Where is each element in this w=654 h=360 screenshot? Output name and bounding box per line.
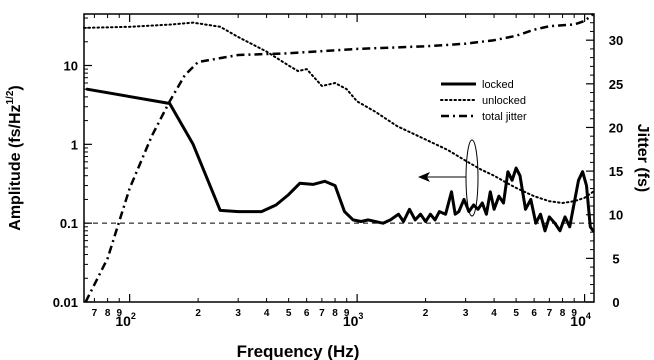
y-right-tick-label: 15 — [609, 164, 623, 179]
annotation-ellipse — [465, 139, 479, 217]
right-axis-ticks: 0 5 10 15 20 25 30 — [586, 22, 623, 310]
x-major-tick-label: 102 — [115, 311, 136, 329]
y-right-tick-label: 10 — [609, 208, 623, 223]
x-minor-tick-label: 2 — [195, 308, 201, 319]
series-line-total-jitter — [84, 13, 594, 303]
left-axis-ticks: 0.01 0.1 1 10 — [53, 17, 92, 310]
y-left-tick-label: 0.1 — [60, 216, 78, 231]
x-minor-tick-label: 2 — [423, 308, 429, 319]
x-tick-base: 10 — [343, 313, 359, 329]
series-line-unlocked — [83, 21, 595, 204]
x-tick-exponent: 2 — [131, 311, 136, 321]
y-left-tick-label: 1 — [71, 137, 78, 152]
legend-label-unlocked: unlocked — [482, 95, 526, 107]
x-major-tick-label: 104 — [570, 311, 591, 329]
x-minor-tick-label: 9 — [571, 308, 577, 319]
y-left-tick-label: 0.01 — [53, 295, 78, 310]
x-axis-title: Frequency (Hz) — [237, 342, 360, 360]
y-right-tick-label: 30 — [609, 33, 623, 48]
x-minor-tick-label: 7 — [92, 308, 98, 319]
series-line-locked — [85, 87, 595, 233]
annotation-arrow-head — [418, 172, 430, 182]
x-minor-tick-label: 6 — [304, 308, 310, 319]
x-tick-exponent: 4 — [586, 311, 591, 321]
series-group — [83, 13, 595, 303]
left-axis-title-close: ) — [7, 85, 24, 90]
plot-frame — [83, 13, 595, 303]
x-minor-tick-label: 3 — [463, 308, 469, 319]
left-axis-title-superscript: 1/2 — [5, 90, 16, 104]
x-minor-tick-label: 6 — [531, 308, 537, 319]
x-minor-tick-label: 5 — [513, 308, 519, 319]
x-tick-base: 10 — [115, 313, 131, 329]
x-minor-tick-label: 5 — [286, 308, 292, 319]
legend-label-total-jitter: total jitter — [482, 111, 527, 123]
left-axis-title-main: Amplitude (fs/Hz — [7, 105, 24, 231]
x-minor-tick-label: 3 — [235, 308, 241, 319]
y-right-tick-label: 25 — [609, 77, 623, 92]
y-left-tick-label: 10 — [64, 58, 78, 73]
x-minor-tick-label: 8 — [560, 308, 566, 319]
x-minor-tick-label: 4 — [491, 308, 497, 319]
y-right-tick-label: 5 — [612, 251, 619, 266]
x-tick-exponent: 3 — [358, 311, 363, 321]
x-minor-tick-label: 8 — [332, 308, 338, 319]
x-tick-base: 10 — [570, 313, 586, 329]
axis-annotation — [418, 139, 479, 217]
x-major-tick-label: 103 — [343, 311, 364, 329]
x-minor-tick-label: 7 — [547, 308, 553, 319]
x-minor-tick-label: 7 — [319, 308, 325, 319]
legend: locked unlocked total jitter — [440, 79, 527, 123]
legend-label-locked: locked — [482, 79, 514, 91]
x-minor-tick-label: 9 — [116, 308, 122, 319]
x-minor-tick-label: 4 — [264, 308, 270, 319]
y-right-tick-label: 20 — [609, 120, 623, 135]
x-minor-tick-label: 8 — [105, 308, 111, 319]
left-axis-title: Amplitude (fs/Hz1/2) — [5, 85, 24, 230]
x-minor-tick-label: 9 — [344, 308, 350, 319]
y-right-tick-label: 0 — [612, 295, 619, 310]
right-axis-title: Jitter (fs) — [634, 124, 651, 192]
